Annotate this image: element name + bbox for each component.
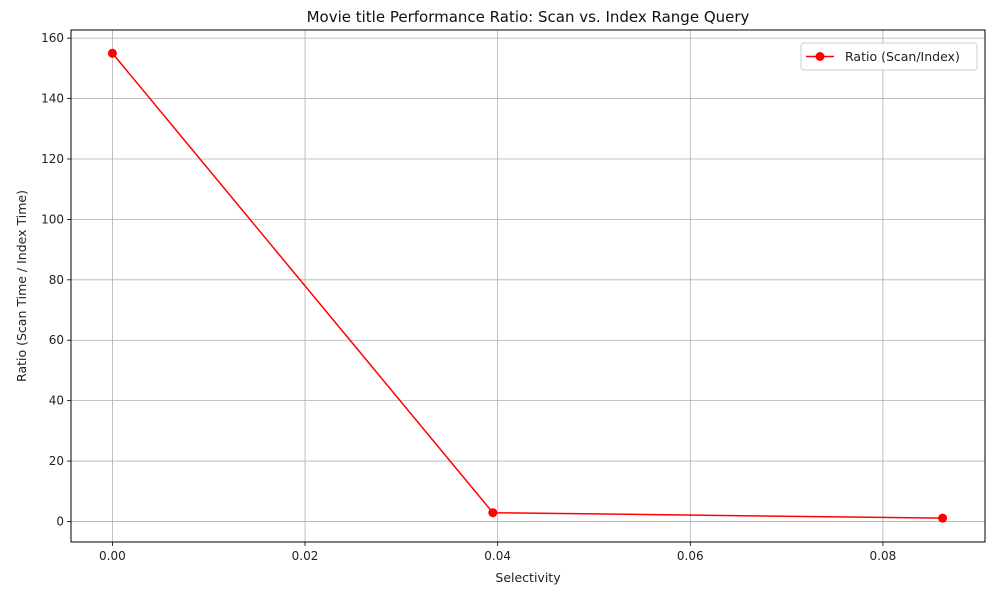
y-tick-label: 160 (41, 31, 64, 45)
y-tick-label: 60 (49, 333, 64, 347)
grid (71, 30, 985, 542)
data-point (938, 513, 948, 523)
y-tick-label: 40 (49, 394, 64, 408)
chart-title: Movie title Performance Ratio: Scan vs. … (307, 8, 750, 26)
x-axis-label: Selectivity (495, 570, 561, 585)
legend-marker-swatch (815, 52, 825, 61)
y-tick-label: 0 (56, 514, 64, 528)
legend-box (800, 42, 978, 71)
series (107, 48, 948, 523)
y-axis-label: Ratio (Scan Time / Index Time) (14, 190, 29, 382)
legend: Ratio (Scan/Index) (800, 42, 978, 71)
x-tick-label: 0.04 (484, 549, 511, 563)
plot-area-frame (70, 29, 986, 543)
legend-label: Ratio (Scan/Index) (845, 49, 960, 64)
data-point (107, 48, 117, 58)
y-tick-label: 120 (41, 152, 64, 166)
y-tick-label: 100 (41, 212, 64, 226)
y-tick-label: 80 (49, 273, 64, 287)
y-tick-label: 140 (41, 92, 64, 106)
ticks: 0.00 0.02 0.04 0.06 0.08 0 20 40 60 80 100 120 140 16… (41, 31, 896, 563)
x-tick-label: 0.06 (677, 549, 704, 563)
x-tick-label: 0.00 (99, 549, 126, 563)
y-tick-label: 20 (49, 454, 64, 468)
data-point (488, 508, 498, 518)
x-tick-label: 0.08 (870, 549, 897, 563)
x-tick-label: 0.02 (292, 549, 319, 563)
